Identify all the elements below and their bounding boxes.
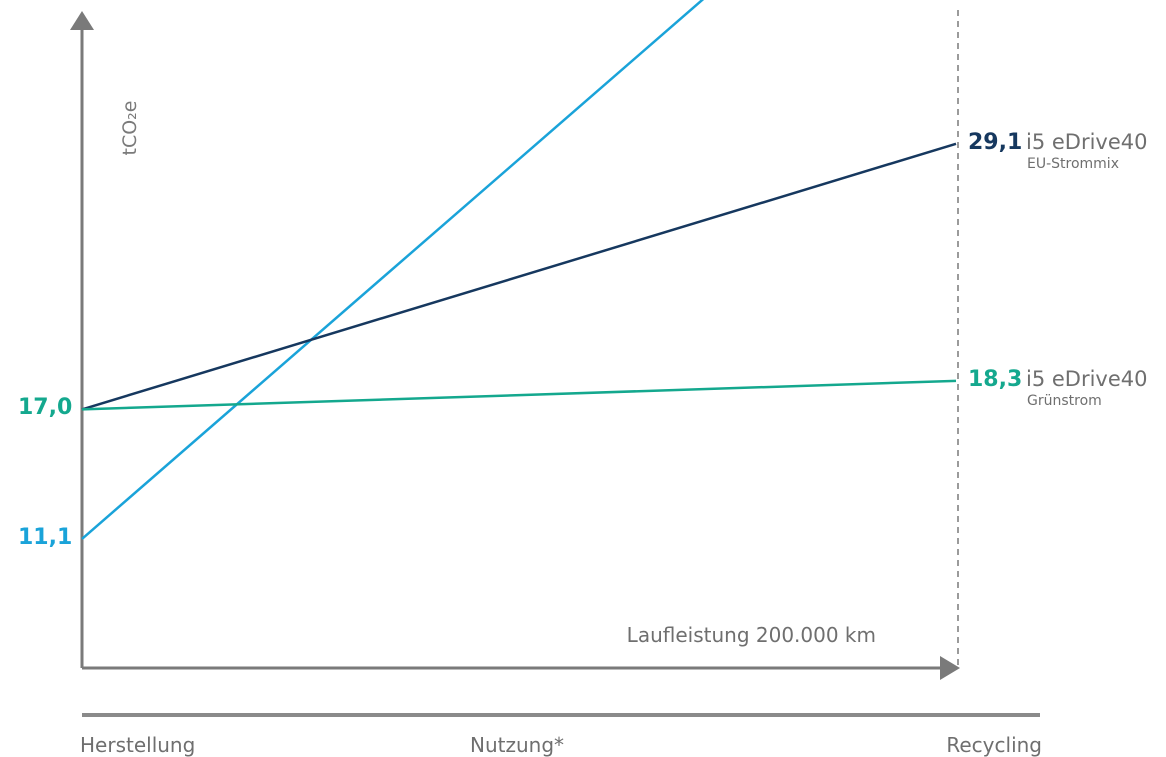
series-line-3 bbox=[81, 379, 957, 411]
start-value-label-3: 17,0 bbox=[18, 395, 73, 421]
phase-label-recycling: Recycling bbox=[946, 733, 1042, 757]
series-name-label-2: i5 eDrive40 bbox=[1026, 129, 1148, 154]
series-name-label-3: i5 eDrive40 bbox=[1026, 366, 1148, 391]
mileage-annotation: Laufleistung 200.000 km bbox=[626, 623, 876, 647]
series-subtitle-label-3: Grünstrom bbox=[1027, 392, 1102, 409]
y-axis-label: tCO₂e bbox=[119, 100, 141, 156]
x-axis-arrow-icon bbox=[940, 656, 960, 680]
phase-label-herstellung: Herstellung bbox=[80, 733, 196, 757]
end-value-label-3: 18,3 bbox=[968, 366, 1023, 392]
y-axis-arrow-icon bbox=[70, 11, 94, 30]
start-value-label-1: 11,1 bbox=[18, 524, 73, 550]
series-line-1 bbox=[81, 0, 705, 540]
phase-label-nutzung: Nutzung* bbox=[470, 733, 565, 757]
end-value-label-2: 29,1 bbox=[968, 129, 1023, 155]
series-line-2 bbox=[81, 142, 957, 411]
series-subtitle-label-2: EU-Strommix bbox=[1027, 155, 1119, 172]
